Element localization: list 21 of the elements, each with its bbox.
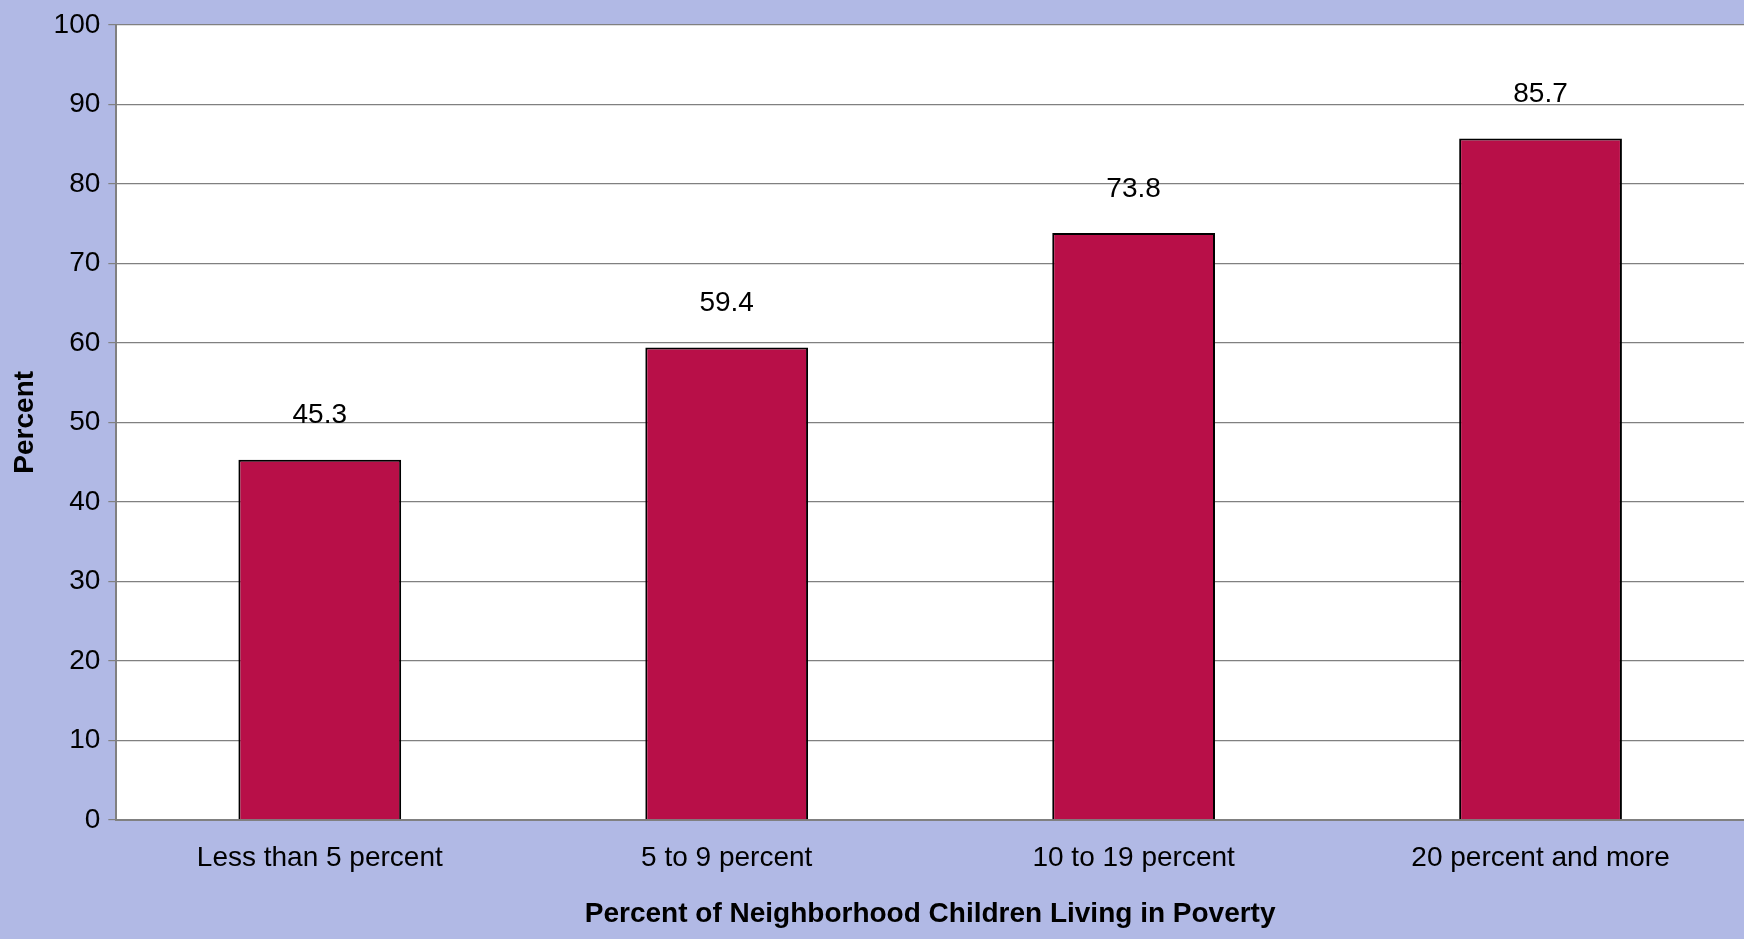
y-axis-title: Percent	[7, 370, 39, 474]
y-tick-label: 20	[69, 643, 101, 675]
data-label: 85.7	[1513, 77, 1568, 109]
y-tick-label: 10	[69, 723, 101, 755]
data-label: 59.4	[699, 286, 754, 318]
x-tick-label: Less than 5 percent	[196, 841, 443, 873]
y-tick-label: 70	[69, 246, 101, 278]
y-tick-label: 80	[69, 166, 101, 198]
y-tick-label: 100	[53, 7, 101, 39]
y-tick-label: 0	[84, 802, 101, 834]
data-label: 73.8	[1106, 171, 1161, 203]
x-tick-label: 10 to 19 percent	[1032, 841, 1236, 873]
y-tick-label: 40	[69, 484, 101, 516]
y-tick-label: 90	[69, 87, 101, 119]
y-tick-label: 60	[69, 325, 101, 357]
x-tick-label: 5 to 9 percent	[641, 841, 813, 873]
data-label: 45.3	[292, 398, 348, 430]
x-axis-title: Percent of Neighborhood Children Living in Poverty	[584, 896, 1276, 928]
x-tick-label: 20 percent and more	[1411, 841, 1670, 873]
y-tick-label: 30	[69, 564, 101, 596]
y-tick-label: 50	[69, 405, 101, 437]
